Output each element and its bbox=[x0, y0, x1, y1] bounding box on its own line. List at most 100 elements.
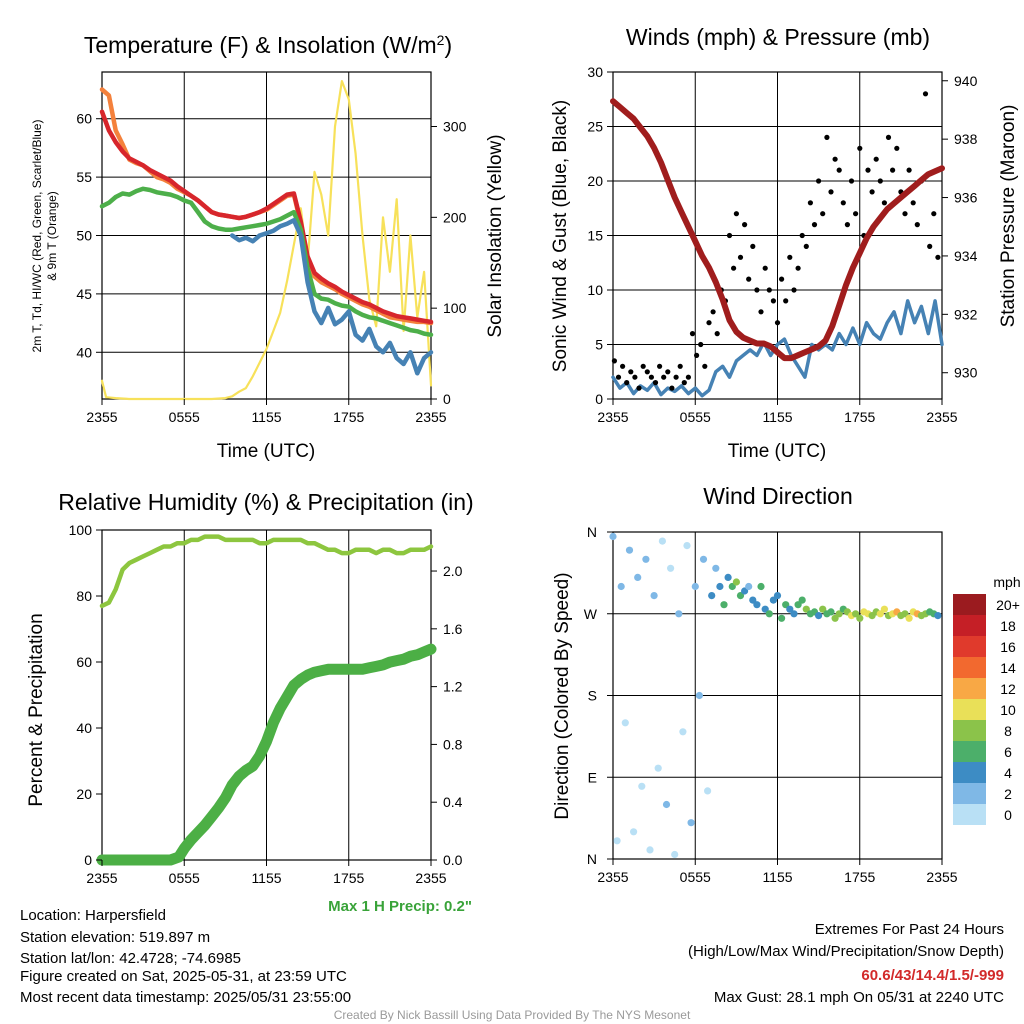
direction-point bbox=[778, 614, 786, 622]
direction-point bbox=[699, 555, 708, 563]
created-text: Figure created on Sat, 2025-05-31, at 23… bbox=[20, 968, 347, 985]
direction-point bbox=[934, 612, 942, 620]
y-tick-label: 30 bbox=[587, 64, 603, 80]
y2-tick-label: 100 bbox=[443, 300, 467, 316]
direction-point bbox=[856, 614, 864, 622]
x-tick-label: 2355 bbox=[415, 409, 446, 425]
y2-tick-label: 940 bbox=[954, 73, 978, 89]
temp-series-green-line bbox=[99, 186, 434, 338]
direction-point bbox=[613, 837, 621, 845]
gust-point bbox=[737, 254, 744, 260]
direction-point bbox=[736, 592, 745, 600]
gust-point bbox=[853, 211, 859, 217]
x-tick-label: 2355 bbox=[597, 869, 628, 885]
colorbar-label: 16 bbox=[1000, 639, 1016, 655]
x-tick-label: 1155 bbox=[251, 409, 281, 425]
gust-point bbox=[733, 211, 740, 217]
y2-tick-label: 1.2 bbox=[443, 679, 463, 695]
y-tick-label: S bbox=[588, 688, 597, 704]
direction-point bbox=[695, 691, 704, 700]
colorbar-label: 18 bbox=[1000, 618, 1016, 634]
gust-point bbox=[615, 374, 622, 380]
winds-chart-title: Winds (mph) & Pressure (mb) bbox=[626, 24, 930, 50]
gust-point bbox=[832, 156, 838, 162]
humidity-grid bbox=[183, 530, 350, 860]
x-tick-label: 1155 bbox=[762, 869, 792, 885]
colorbar-swatch bbox=[953, 678, 986, 699]
gust-point bbox=[811, 222, 818, 228]
direction-point bbox=[794, 601, 802, 609]
y-tick-label: 20 bbox=[587, 173, 603, 189]
temp-series-red-line bbox=[99, 109, 434, 325]
temperature-panel: Temperature (F) & Insolation (W/m2) 2355… bbox=[30, 32, 506, 462]
y-tick-label: W bbox=[584, 606, 598, 622]
direction-point bbox=[798, 596, 806, 604]
y-tick-label: N bbox=[587, 524, 597, 540]
wind-direction-points bbox=[609, 532, 942, 859]
wind-direction-grid bbox=[613, 532, 942, 859]
temp-y-ticks: 40 45 50 55 60 bbox=[76, 111, 102, 360]
gust-point bbox=[750, 243, 756, 249]
precipitation-line bbox=[96, 643, 437, 866]
gust-point bbox=[857, 145, 863, 151]
gust-point bbox=[758, 309, 764, 315]
colorbar-label: 2 bbox=[1004, 786, 1012, 802]
winds-y-ticks: 0 5 10 15 20 25 30 bbox=[587, 64, 613, 407]
y-tick-label: 60 bbox=[76, 654, 92, 670]
x-tick-label: 1755 bbox=[333, 870, 364, 886]
gust-point bbox=[836, 167, 842, 173]
direction-point bbox=[773, 592, 782, 600]
gust-point bbox=[807, 200, 814, 206]
y2-tick-label: 200 bbox=[443, 209, 467, 225]
direction-point bbox=[815, 612, 823, 620]
direction-point bbox=[790, 610, 798, 618]
direction-point bbox=[827, 608, 835, 616]
direction-point bbox=[876, 610, 884, 618]
temp-series-blue-line bbox=[229, 218, 434, 376]
gust-point bbox=[611, 358, 618, 364]
direction-point bbox=[691, 582, 699, 591]
x-tick-label: 0555 bbox=[680, 869, 711, 885]
y-tick-label: 100 bbox=[69, 522, 93, 538]
direction-point bbox=[671, 850, 679, 859]
gust-point bbox=[910, 200, 916, 206]
y-tick-label: 40 bbox=[76, 720, 92, 736]
temp-x-axis-label: Time (UTC) bbox=[217, 441, 316, 462]
y-tick-label: 50 bbox=[76, 228, 92, 244]
gust-point bbox=[632, 374, 638, 380]
humidity-panel: Relative Humidity (%) & Precipitation (i… bbox=[26, 489, 474, 915]
y2-tick-label: 2.0 bbox=[443, 563, 463, 579]
y2-tick-label: 932 bbox=[954, 306, 978, 322]
colorbar-swatch bbox=[953, 804, 986, 825]
temp-y2-ticks: 0 100 200 300 bbox=[431, 119, 467, 407]
gust-point bbox=[931, 211, 937, 217]
station-info: Location: Harpersfield Station elevation… bbox=[20, 907, 351, 1006]
colorbar-swatch bbox=[953, 636, 986, 657]
gust-point bbox=[710, 309, 716, 315]
gust-point bbox=[774, 320, 781, 326]
direction-point bbox=[802, 605, 810, 613]
y2-tick-label: 300 bbox=[443, 119, 467, 135]
gust-point bbox=[795, 265, 801, 271]
x-tick-label: 2355 bbox=[86, 409, 117, 425]
x-tick-label: 2355 bbox=[926, 869, 957, 885]
direction-point bbox=[683, 542, 691, 550]
colorbar-swatch bbox=[953, 720, 986, 741]
credit-text: Created By Nick Bassill Using Data Provi… bbox=[334, 1008, 691, 1022]
direction-point bbox=[761, 605, 769, 613]
direction-point bbox=[724, 573, 732, 582]
colorbar-swatch bbox=[953, 699, 986, 720]
gust-point bbox=[665, 369, 671, 375]
gust-point bbox=[636, 385, 642, 391]
humidity-y-ticks: 0 20 40 60 80 100 bbox=[69, 522, 102, 868]
gust-point bbox=[844, 222, 851, 228]
direction-point bbox=[765, 610, 773, 618]
gust-point bbox=[869, 189, 875, 195]
wind-direction-x-ticks: 2355 0555 1155 1755 2355 bbox=[597, 859, 958, 885]
x-tick-label: 1755 bbox=[844, 409, 875, 425]
gust-point bbox=[694, 352, 700, 358]
direction-point bbox=[786, 605, 794, 613]
direction-point bbox=[732, 578, 741, 586]
x-tick-label: 2355 bbox=[597, 409, 628, 425]
x-tick-label: 2355 bbox=[926, 409, 957, 425]
